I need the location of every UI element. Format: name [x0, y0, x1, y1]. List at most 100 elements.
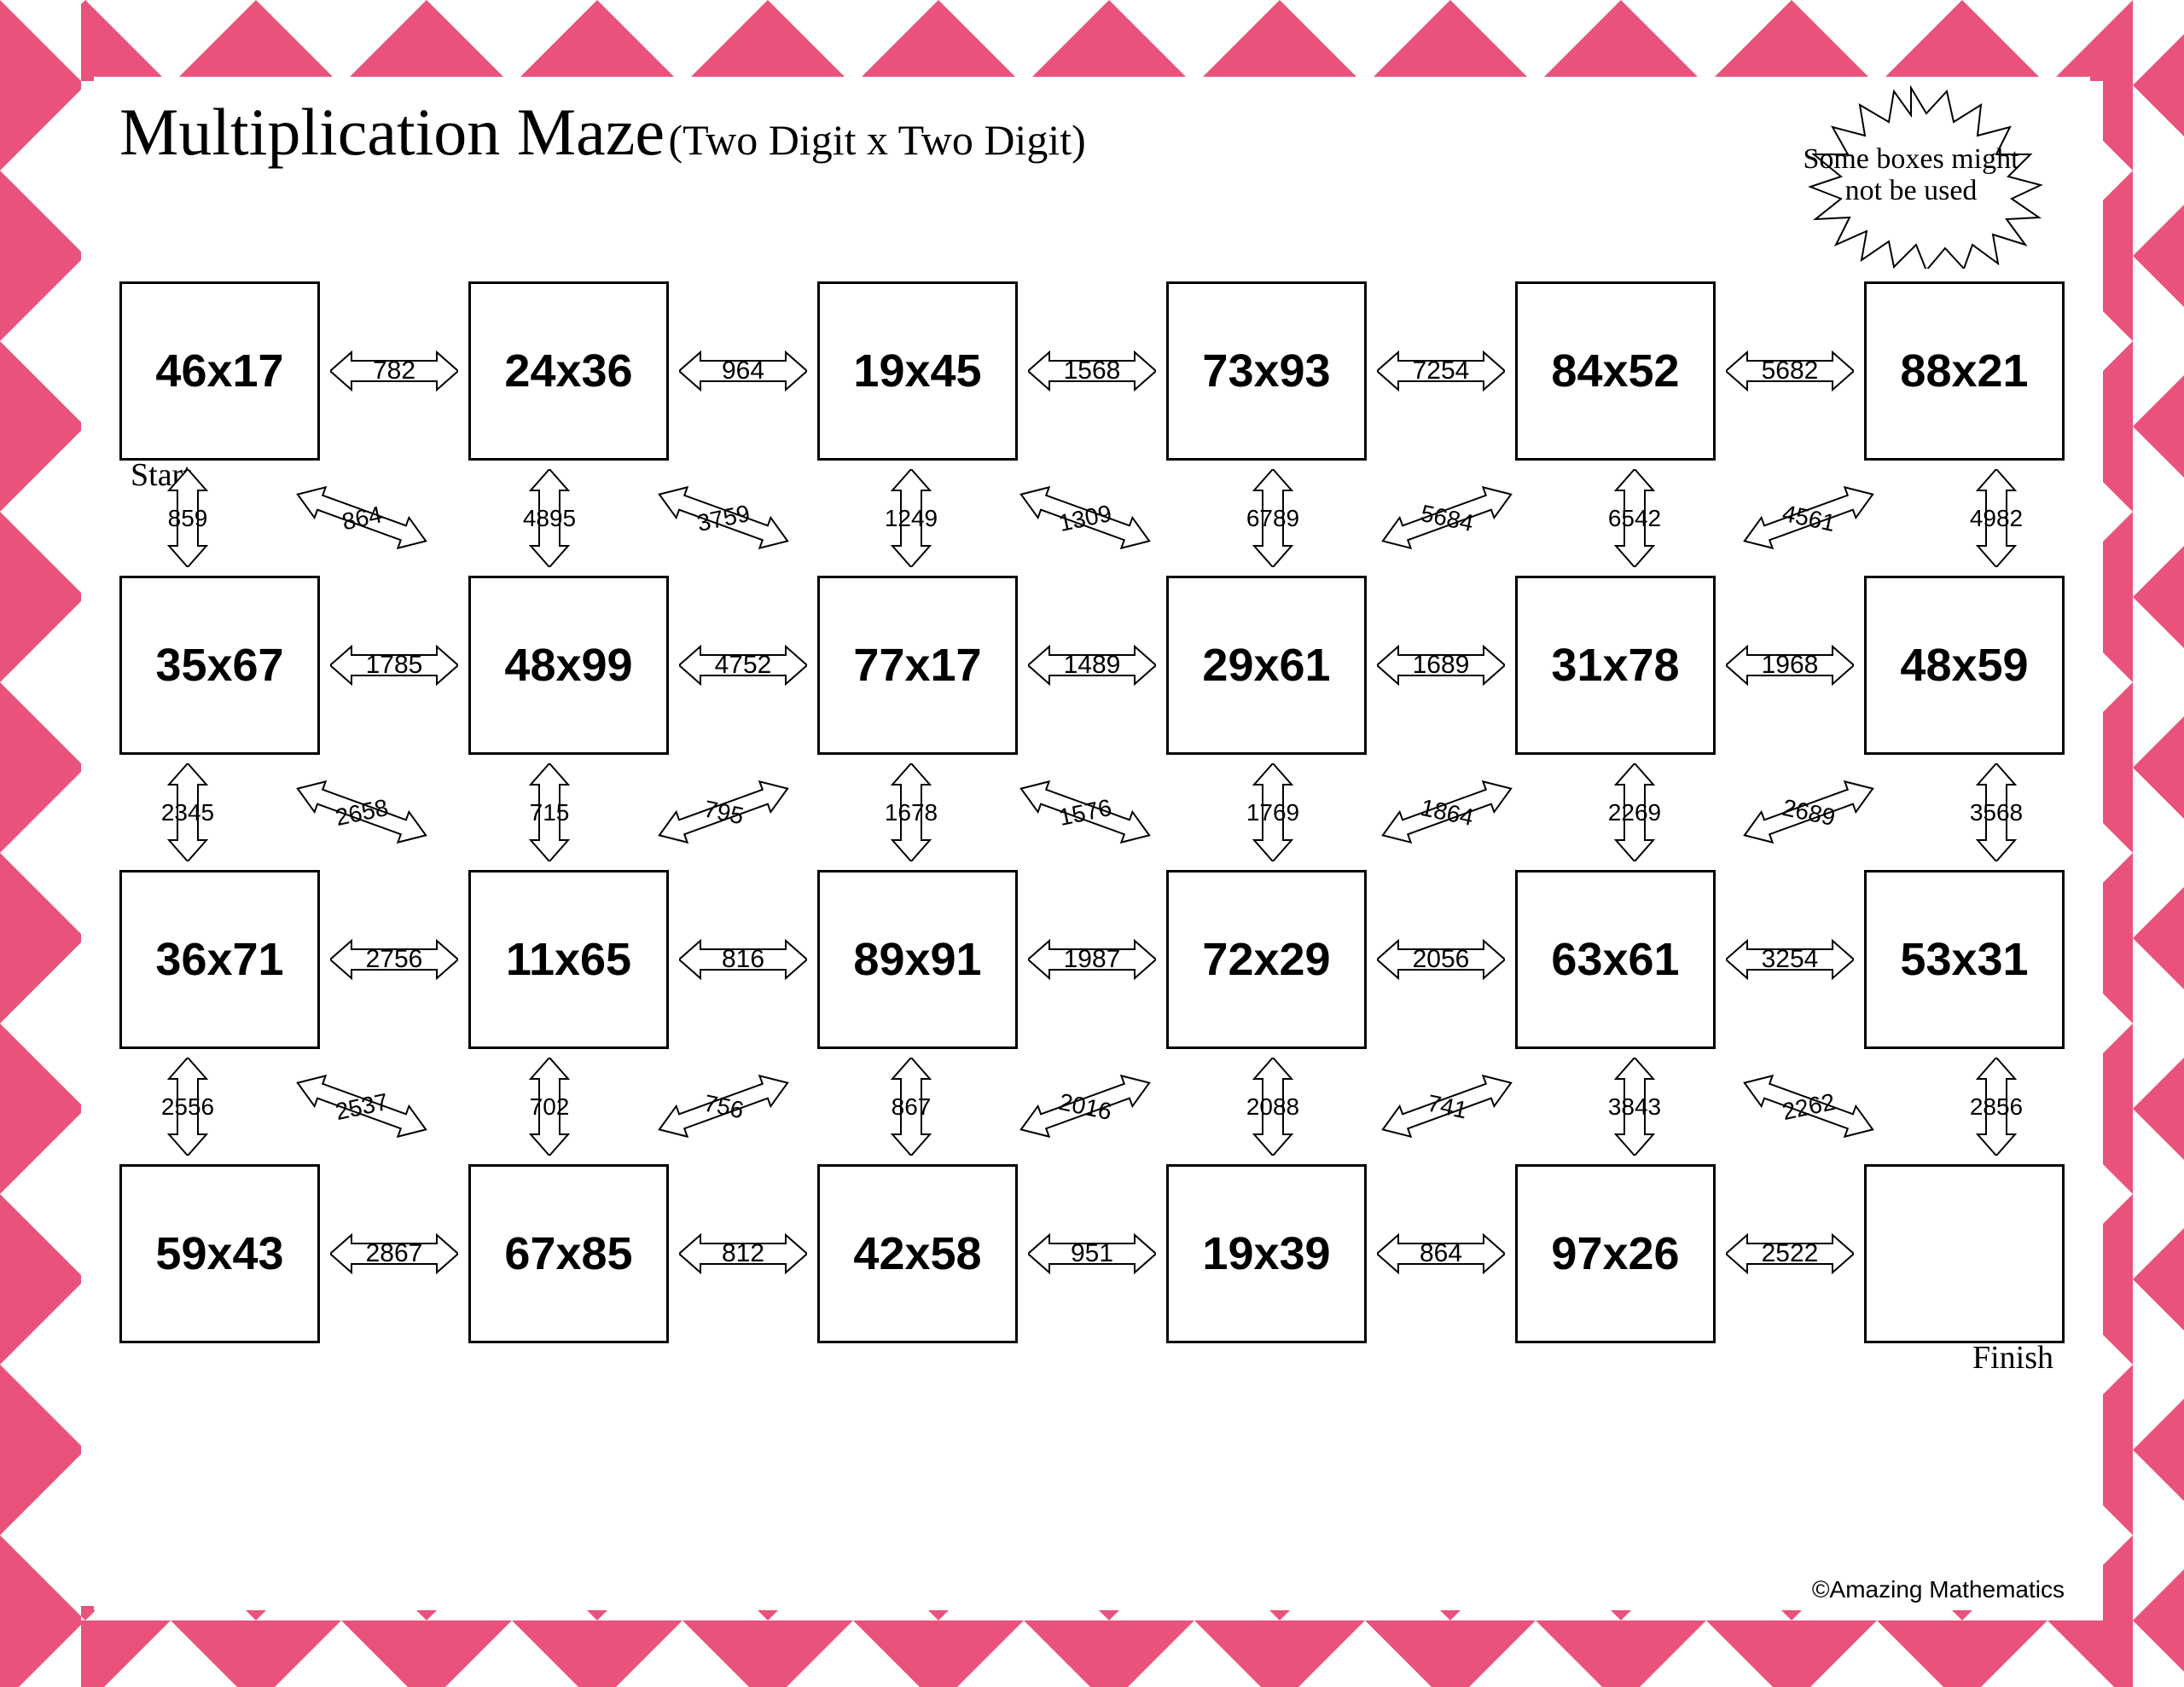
diag-arrow: 1864	[1379, 763, 1515, 861]
h-arrow: 1689	[1377, 640, 1505, 691]
arrow-value: 3568	[1970, 799, 2023, 826]
arrow-value: 951	[1071, 1239, 1113, 1268]
v-arrow: 4895	[515, 469, 584, 567]
arrow-value: 1568	[1064, 357, 1121, 386]
maze-box: 53x31	[1864, 870, 2065, 1049]
h-arrow: 2756	[330, 934, 458, 985]
arrow-value: 867	[892, 1093, 932, 1121]
v-arrow: 2088	[1239, 1058, 1307, 1156]
diag-arrow: 2658	[293, 763, 430, 861]
conn-pair: 864 4895	[293, 469, 584, 567]
arrow-value: 964	[722, 357, 764, 386]
box-expr: 89x91	[853, 933, 981, 986]
conn-pair: 1576 1769	[1017, 763, 1307, 861]
maze-box: 89x91	[817, 870, 1018, 1049]
burst-text: Some boxes might not be used	[1766, 81, 2056, 269]
arrow-value: 1678	[885, 799, 938, 826]
diag-arrow: 2689	[1740, 763, 1877, 861]
h-arrow: 1785	[330, 640, 458, 691]
title-block: Multiplication Maze (Two Digit x Two Dig…	[119, 94, 1086, 171]
arrow-value: 2856	[1970, 1093, 2023, 1121]
arrow-value: 1769	[1246, 799, 1299, 826]
h-arrow: 1568	[1028, 345, 1156, 397]
diag-arrow: 756	[655, 1058, 792, 1156]
arrow-value: 6542	[1608, 505, 1661, 532]
v-arrow: 2345	[154, 763, 222, 861]
conn-pair: 2016 2088	[1017, 1058, 1307, 1156]
arrow-value: 864	[1420, 1239, 1462, 1268]
connector-row: 2345 2658 715 7951678 1576 1769 1864 2269 2689 35…	[119, 759, 2065, 866]
arrow-value: 2269	[1608, 799, 1661, 826]
arrow-value: 1785	[366, 651, 423, 680]
maze-box: 29x61	[1166, 576, 1367, 755]
box-expr: 48x99	[504, 639, 632, 692]
v-arrow: 2556	[154, 1058, 222, 1156]
arrow-value: 4982	[1970, 505, 2023, 532]
diag-arrow: 4561	[1740, 469, 1877, 567]
h-arrow: 816	[679, 934, 807, 985]
maze-box: 35x67	[119, 576, 320, 755]
arrow-value: 782	[373, 357, 415, 386]
v-arrow: 2856	[1962, 1058, 2030, 1156]
maze-box: Finish	[1864, 1164, 2065, 1343]
arrow-value: 7254	[1413, 357, 1470, 386]
header: Multiplication Maze (Two Digit x Two Dig…	[119, 94, 2065, 269]
box-expr: 35x67	[155, 639, 283, 692]
diag-arrow: 1576	[1017, 763, 1153, 861]
h-arrow: 5682	[1726, 345, 1854, 397]
maze-box: 97x26	[1515, 1164, 1716, 1343]
v-arrow: 859	[154, 469, 222, 567]
diag-arrow: 3759	[655, 469, 792, 567]
box-expr: 72x29	[1202, 933, 1330, 986]
box-expr: 77x17	[853, 639, 981, 692]
maze-grid: 46x17Start 782 24x36 964 19x45 1568 73x9…	[119, 277, 2065, 1348]
arrow-value: 859	[168, 505, 208, 532]
box-expr: 97x26	[1551, 1227, 1679, 1280]
worksheet-content: Multiplication Maze (Two Digit x Two Dig…	[94, 77, 2090, 1610]
maze-box: 48x99	[468, 576, 669, 755]
h-arrow: 7254	[1377, 345, 1505, 397]
diag-arrow: 741	[1379, 1058, 1515, 1156]
arrow-value: 4895	[523, 505, 576, 532]
h-arrow: 2056	[1377, 934, 1505, 985]
v-arrow: 1769	[1239, 763, 1307, 861]
arrow-value: 2867	[366, 1239, 423, 1268]
h-arrow: 951	[1028, 1228, 1156, 1279]
conn-pair: 13096789	[1017, 469, 1307, 567]
conn-pair: 56846542	[1379, 469, 1669, 567]
finish-label: Finish	[1972, 1339, 2053, 1377]
connector-row: 2556253770275686720162088741384322622856	[119, 1053, 2065, 1160]
h-arrow: 1968	[1726, 640, 1854, 691]
diag-arrow: 864	[293, 469, 430, 567]
conn-pair: 741 3843	[1379, 1058, 1669, 1156]
box-expr: 19x45	[853, 345, 981, 397]
arrow-value: 1249	[885, 505, 938, 532]
note-burst: Some boxes might not be used	[1766, 81, 2056, 269]
box-expr: 53x31	[1900, 933, 2028, 986]
conn-pair: 2658 715	[293, 763, 584, 861]
diag-arrow: 2016	[1017, 1058, 1153, 1156]
h-arrow: 1987	[1028, 934, 1156, 985]
v-arrow: 867	[877, 1058, 945, 1156]
maze-row: 35x67 1785 48x99 4752 77x17 1489 29x61 1…	[119, 571, 2065, 759]
maze-box: 42x58	[817, 1164, 1018, 1343]
v-arrow: 3568	[1962, 763, 2030, 861]
maze-box: 84x52	[1515, 281, 1716, 461]
maze-row: 36x71 2756 11x65 816 89x91 1987 72x29 20…	[119, 866, 2065, 1053]
box-expr: 88x21	[1900, 345, 2028, 397]
h-arrow: 812	[679, 1228, 807, 1279]
conn-pair: 3759 1249	[655, 469, 945, 567]
box-expr: 67x85	[504, 1227, 632, 1280]
arrow-value: 1689	[1413, 651, 1470, 680]
maze-box: 48x59	[1864, 576, 2065, 755]
arrow-value: 5682	[1762, 357, 1819, 386]
v-arrow: 715	[515, 763, 584, 861]
v-arrow: 3843	[1600, 1058, 1669, 1156]
arrow-value: 2345	[161, 799, 214, 826]
box-expr: 84x52	[1551, 345, 1679, 397]
arrow-value: 6789	[1246, 505, 1299, 532]
h-arrow: 4752	[679, 640, 807, 691]
conn-pair: 7951678	[655, 763, 945, 861]
maze-box: 31x78	[1515, 576, 1716, 755]
maze-box: 19x39	[1166, 1164, 1367, 1343]
